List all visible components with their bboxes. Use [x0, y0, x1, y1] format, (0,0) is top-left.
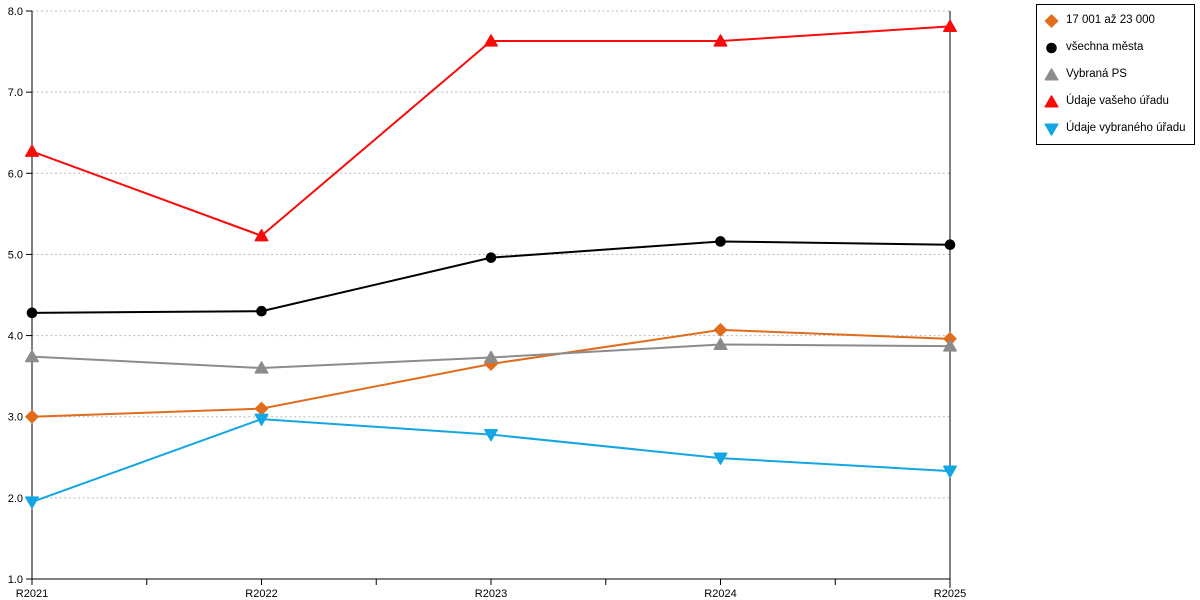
triangle-up-icon	[1044, 67, 1059, 81]
triangle-up-icon	[943, 19, 957, 32]
x-axis-label: R2025	[934, 588, 966, 600]
legend-label: 17 001 až 23 000	[1066, 13, 1155, 26]
legend-box: 17 001 až 23 000 všechna města Vybraná PS Ú…	[1036, 4, 1195, 145]
triangle-up-icon	[484, 350, 498, 364]
legend-marker	[1046, 42, 1057, 53]
legend-marker	[1044, 13, 1059, 28]
triangle-down-icon	[1044, 122, 1059, 136]
diamond-icon	[713, 323, 728, 337]
triangle-up-icon	[713, 34, 728, 47]
triangle-up-icon	[25, 349, 39, 363]
y-axis-label: 1.0	[8, 574, 23, 586]
legend-item: Údaje vašeho úřadu	[1037, 94, 1194, 109]
y-axis-label: 5.0	[8, 249, 23, 261]
legend-marker	[1044, 94, 1059, 108]
circle-icon	[256, 305, 267, 317]
triangle-down-icon	[484, 429, 498, 442]
x-axis-label: R2021	[16, 588, 48, 600]
legend-label: Vybraná PS	[1066, 67, 1127, 80]
series-line-2	[31, 240, 951, 314]
y-axis-label: 3.0	[8, 412, 23, 424]
circle-icon	[715, 236, 726, 247]
y-axis-label: 4.0	[8, 331, 23, 343]
series-line-4	[31, 25, 951, 237]
legend-item: všechna města	[1037, 41, 1194, 55]
triangle-down-icon	[25, 496, 39, 509]
x-axis-label: R2023	[475, 588, 507, 600]
circle-icon	[944, 239, 956, 250]
diamond-icon	[1044, 13, 1059, 28]
diamond-icon	[254, 401, 269, 416]
triangle-up-icon	[25, 144, 39, 157]
legend-marker	[1044, 122, 1059, 136]
y-axis-label: 7.0	[8, 87, 23, 99]
legend-label: Údaje vašeho úřadu	[1066, 94, 1169, 107]
circle-icon	[1046, 42, 1057, 53]
series-line-1	[31, 328, 951, 418]
triangle-down-icon	[254, 413, 269, 426]
y-axis-label: 6.0	[8, 168, 23, 180]
legend-item: Vybraná PS	[1037, 67, 1194, 82]
triangle-down-icon	[713, 452, 728, 465]
circle-icon	[485, 252, 497, 263]
triangle-up-icon	[254, 229, 269, 242]
triangle-up-icon	[484, 34, 498, 47]
triangle-up-icon	[1044, 94, 1059, 108]
legend-label: všechna města	[1066, 40, 1144, 53]
triangle-down-icon	[943, 465, 957, 478]
x-axis-label: R2022	[245, 588, 277, 600]
legend-marker	[1044, 67, 1059, 81]
y-axis-label: 8.0	[8, 6, 23, 18]
x-axis-label: R2024	[704, 588, 736, 600]
triangle-up-icon	[254, 361, 269, 374]
triangle-up-icon	[713, 337, 728, 351]
legend-item: 17 001 až 23 000	[1037, 13, 1194, 28]
y-axis-label: 2.0	[8, 493, 23, 505]
legend-item: Údaje vybraného úřadu	[1037, 122, 1194, 136]
triangle-up-icon	[943, 339, 957, 352]
circle-icon	[26, 307, 38, 319]
diamond-icon	[25, 409, 39, 424]
legend-label: Údaje vybraného úřadu	[1066, 121, 1186, 134]
